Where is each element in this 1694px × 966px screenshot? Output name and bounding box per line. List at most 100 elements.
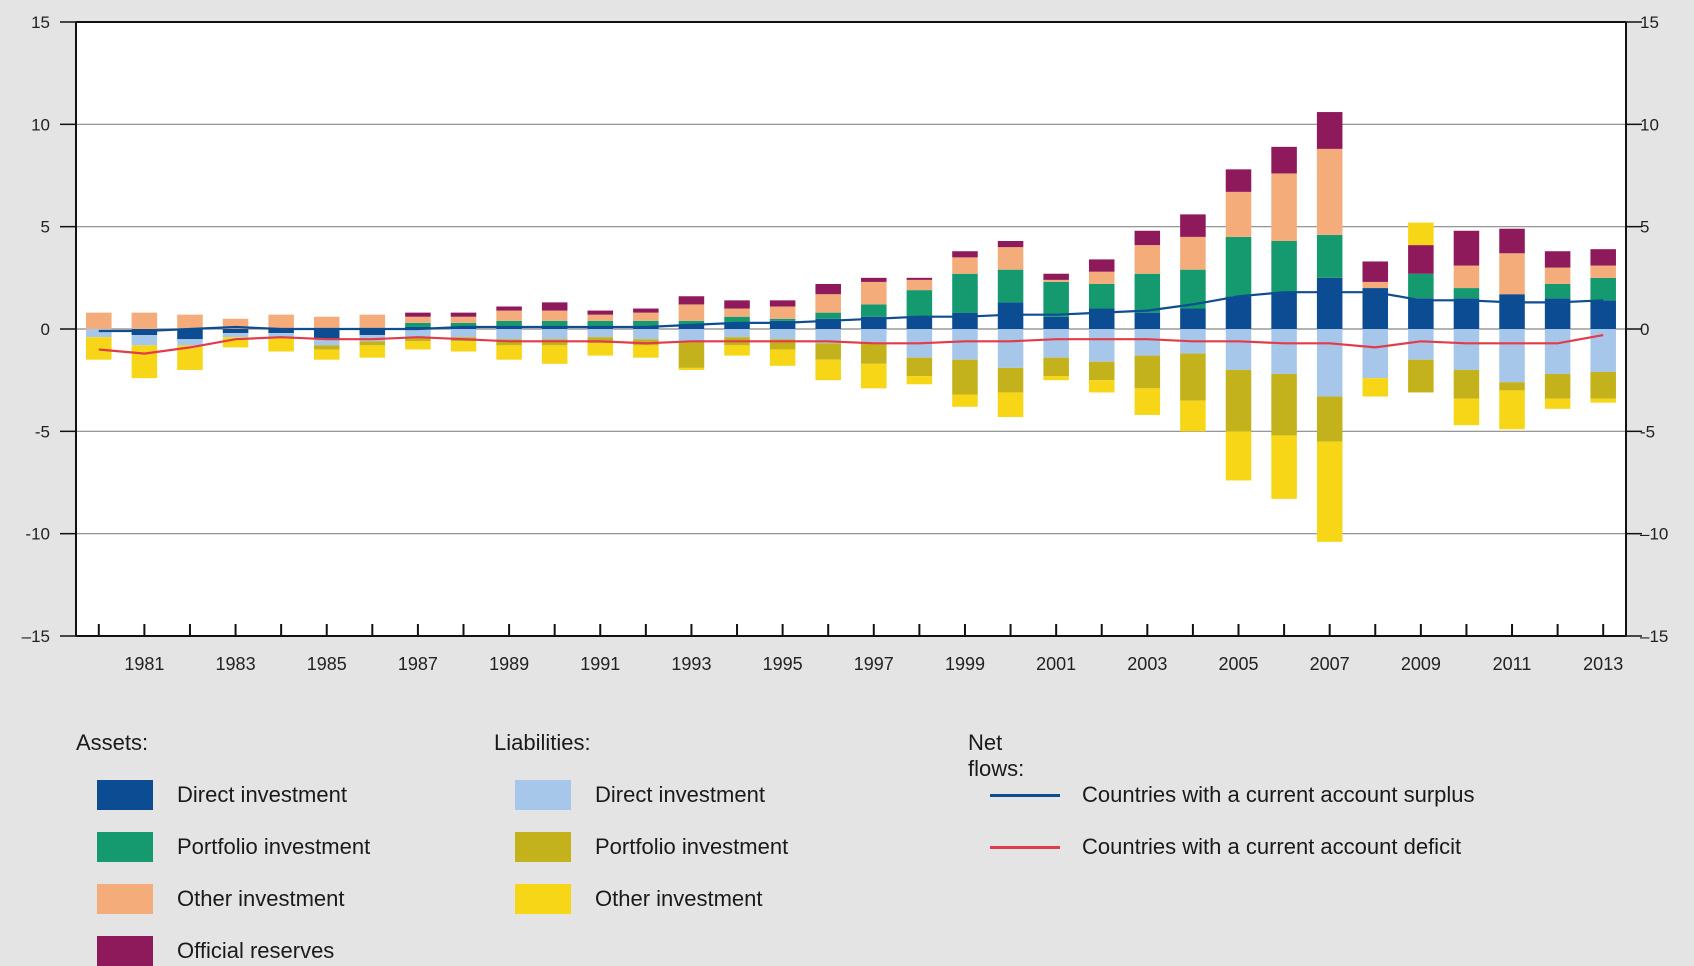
bar-segment — [1544, 251, 1571, 268]
legend-label: Other investment — [177, 886, 345, 911]
bar-segment — [997, 240, 1024, 248]
x-tick-label: 1991 — [580, 654, 620, 674]
legend-label: Other investment — [595, 886, 763, 911]
bar-segment — [1316, 234, 1343, 278]
legend-item-net-surplus: Countries with a current account surplus — [990, 780, 1475, 810]
bar-segment — [450, 329, 477, 338]
x-tick-label: 1997 — [854, 654, 894, 674]
bar-segment — [769, 320, 796, 329]
bar-segment — [1134, 329, 1161, 356]
bar-segment — [906, 277, 933, 280]
x-tick-label: 2011 — [1493, 654, 1532, 674]
bar-segment — [1225, 369, 1252, 432]
legend-item-net-deficit: Countries with a current account deficit — [990, 832, 1461, 862]
bar-segment — [815, 343, 841, 360]
legend-item-assets-portfolio: Portfolio investment — [97, 832, 370, 862]
bar-segment — [541, 329, 568, 340]
bar-segment — [815, 359, 841, 381]
x-tick-label: 1981 — [124, 654, 164, 674]
bar-segment — [1180, 308, 1206, 329]
bar-segment — [1316, 277, 1343, 329]
bar-segment — [861, 277, 887, 282]
bar-segment — [1043, 376, 1069, 381]
bar-segment — [405, 329, 431, 338]
x-tick-label: 2009 — [1401, 654, 1441, 674]
chart: –15 –15 -10 –10 -5 -5 0 0 5 5 10 10 15 15 1981 1983 1985… — [22, 13, 1669, 674]
bar-segment — [86, 337, 112, 360]
legend-label: Countries with a current account surplus — [1082, 782, 1475, 807]
bar-segment — [997, 247, 1024, 270]
bar-segment — [1499, 294, 1525, 329]
bar-segment — [1499, 382, 1525, 391]
bar-segment — [541, 302, 568, 311]
bar-segment — [177, 329, 203, 340]
bar-segment — [1453, 329, 1480, 370]
bar-segment — [1544, 374, 1571, 399]
bar-segment — [587, 320, 614, 327]
bar-segment — [405, 322, 431, 327]
series-line — [98, 291, 1604, 333]
bar-segment — [724, 329, 750, 338]
bar-segment — [496, 345, 522, 360]
bar-segment — [496, 306, 522, 311]
legend-item-liab-portfolio: Portfolio investment — [515, 832, 788, 862]
bar-segment — [1316, 329, 1343, 397]
bar-segment — [1271, 435, 1297, 499]
bar-segment — [1088, 259, 1115, 272]
bar-segment — [86, 312, 112, 329]
x-tick-label: 1985 — [307, 654, 347, 674]
bar-segment — [1316, 148, 1343, 235]
bar-segment — [769, 349, 796, 366]
bar-segment — [541, 310, 568, 321]
bar-segment — [1043, 281, 1069, 317]
bar-segment — [633, 345, 659, 358]
bar-segment — [678, 296, 705, 305]
y-tick-label-left: 10 — [31, 115, 50, 134]
bar-segment — [678, 367, 705, 370]
bar-segment — [1544, 398, 1571, 409]
bar-segment — [1043, 273, 1069, 280]
bar-segment — [1225, 431, 1252, 481]
bar-segment — [222, 329, 249, 334]
bar-segment — [313, 329, 340, 340]
bar-segment — [1134, 230, 1161, 246]
legend-swatch-liab-portfolio — [515, 832, 571, 862]
x-tick-label: 2003 — [1127, 654, 1167, 674]
bar-segment — [724, 308, 750, 317]
y-tick-label-left: 5 — [41, 218, 50, 237]
bar-segment — [997, 329, 1024, 368]
bar-segment — [313, 345, 340, 350]
y-tick-label-left: –15 — [22, 627, 50, 646]
legend-item-assets-direct: Direct investment — [97, 780, 347, 810]
bar-segment — [1134, 245, 1161, 274]
bar-segment — [222, 337, 249, 348]
bar-segment — [1590, 277, 1616, 301]
legend-swatch-liab-direct — [515, 780, 571, 810]
bar-segment — [1043, 329, 1069, 358]
legend-swatch-assets-portfolio — [97, 832, 153, 862]
bar-segment — [1453, 398, 1480, 426]
bar-segment — [1590, 265, 1616, 278]
bar-segment — [724, 300, 750, 309]
x-tick-label: 1995 — [763, 654, 803, 674]
bar-segment — [997, 367, 1024, 393]
bar-segment — [633, 312, 659, 321]
bar-segment — [359, 345, 386, 358]
bar-segment — [1271, 329, 1297, 375]
bar-segment — [405, 312, 431, 317]
bar-segment — [633, 329, 659, 340]
bar-segment — [313, 339, 340, 346]
bar-segment — [1453, 265, 1480, 289]
bar-segment — [724, 322, 750, 329]
bar-segment — [769, 329, 796, 340]
legend-swatch-assets-other — [97, 884, 153, 914]
bar-segment — [268, 329, 294, 334]
bar-segment — [952, 312, 978, 329]
bar-segment — [450, 341, 477, 352]
bar-segment — [131, 312, 158, 329]
y-tick-label-right: –10 — [1640, 525, 1668, 544]
bar-segment — [1499, 329, 1525, 383]
bar-segment — [1499, 253, 1525, 295]
y-tick-label-left: 15 — [31, 13, 50, 32]
bar-segment — [1590, 300, 1616, 329]
